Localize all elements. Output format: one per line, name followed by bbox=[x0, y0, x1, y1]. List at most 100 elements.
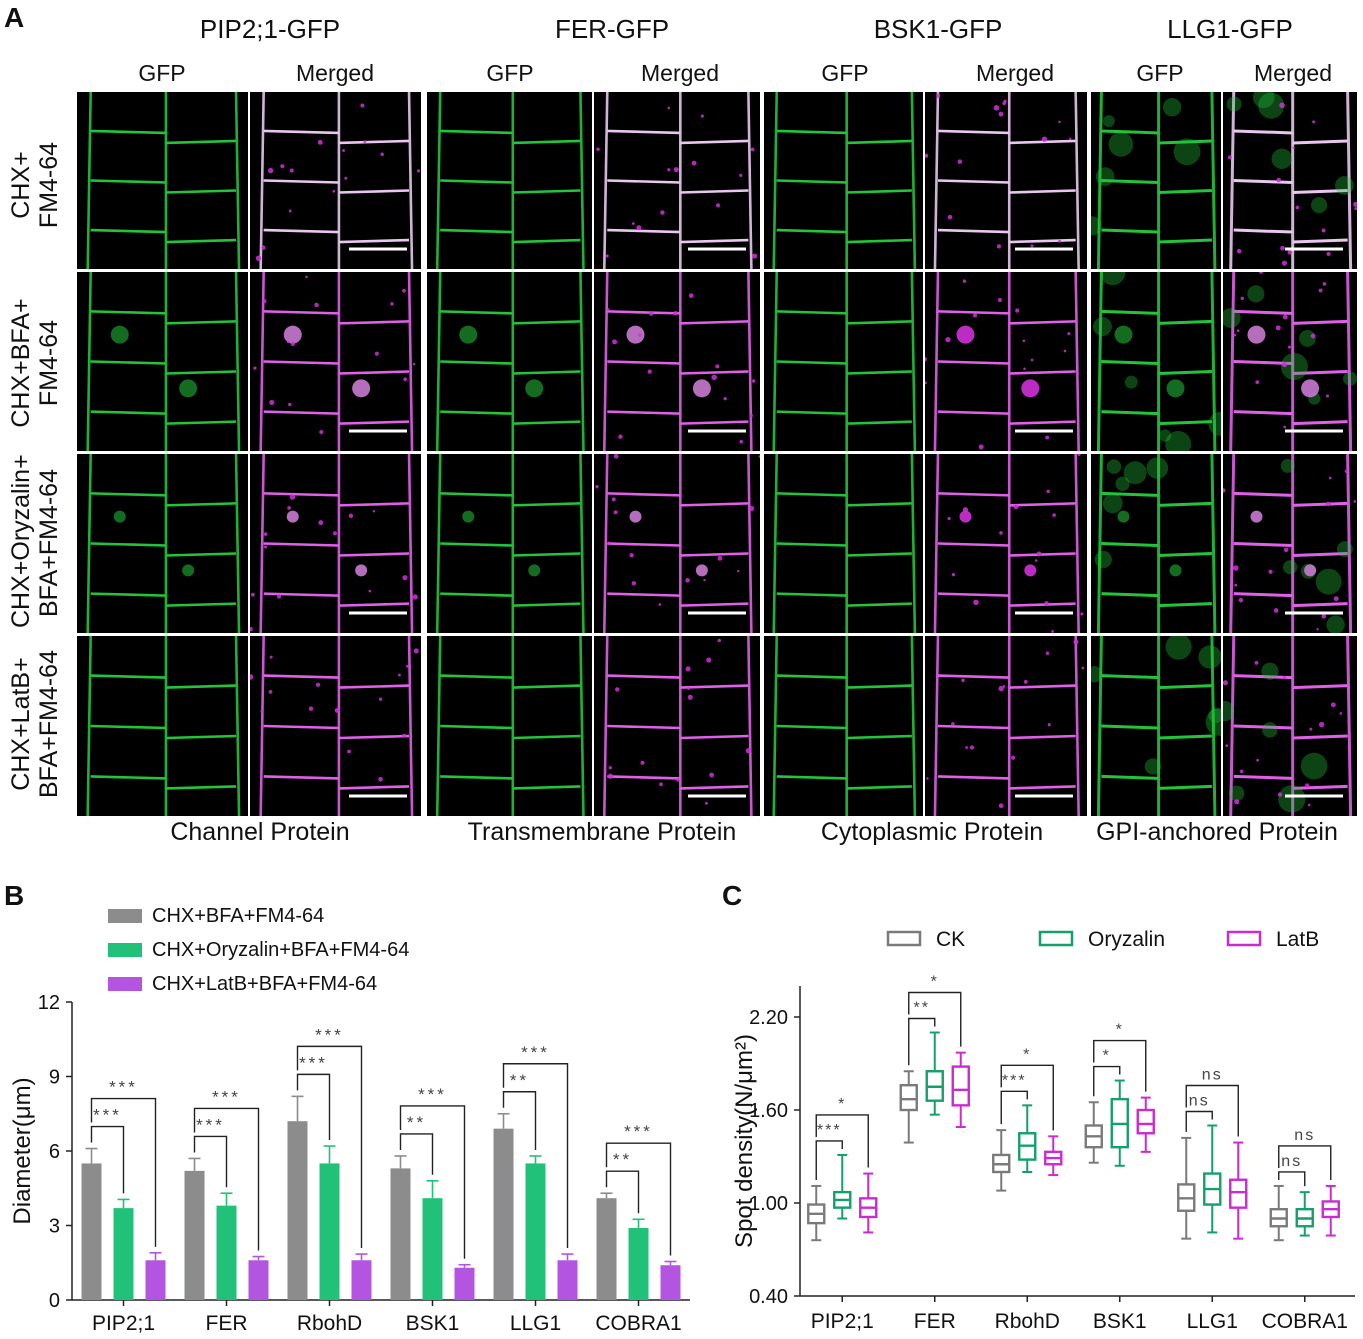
fm464-punctum bbox=[640, 760, 645, 765]
cell-wall bbox=[579, 92, 585, 269]
cell-wall bbox=[1233, 309, 1293, 315]
fm464-punctum bbox=[1287, 345, 1292, 349]
cell-wall bbox=[407, 454, 414, 633]
cell-wall bbox=[1158, 370, 1212, 375]
fm464-punctum bbox=[1276, 177, 1282, 183]
cell-wall bbox=[165, 238, 237, 244]
fm464-punctum bbox=[269, 655, 273, 659]
significance-bracket bbox=[1000, 1090, 1028, 1125]
cell-wall bbox=[1009, 734, 1076, 740]
fm464-punctum bbox=[255, 255, 262, 261]
significance-label: *** bbox=[817, 1122, 842, 1139]
fm464-punctum bbox=[1068, 137, 1072, 141]
channel-label-merged: Merged bbox=[641, 60, 719, 86]
fm464-punctum bbox=[1002, 101, 1006, 106]
cell-image bbox=[86, 272, 241, 451]
fm464-punctum bbox=[334, 707, 340, 713]
fm464-punctum bbox=[1312, 120, 1316, 124]
cell-wall bbox=[435, 454, 442, 633]
fm464-punctum bbox=[1067, 332, 1071, 336]
fm464-punctum bbox=[1013, 504, 1019, 510]
fm464-punctum bbox=[286, 340, 290, 344]
gfp-image-tile bbox=[427, 636, 592, 816]
fm464-punctum bbox=[250, 674, 254, 680]
cell-wall bbox=[263, 775, 339, 780]
cell-wall bbox=[846, 602, 912, 607]
cell-wall bbox=[338, 785, 410, 790]
diffuse-signal bbox=[1226, 96, 1242, 112]
diffuse-signal bbox=[1228, 785, 1245, 802]
bfa-compartment bbox=[626, 325, 645, 344]
significance-label: *** bbox=[624, 1122, 653, 1141]
x-tick-label: LLG1 bbox=[1187, 1310, 1238, 1333]
fm464-punctum bbox=[263, 545, 268, 549]
significance-label: ** bbox=[407, 1113, 426, 1132]
fm464-punctum bbox=[1234, 583, 1238, 587]
cell-wall bbox=[607, 542, 681, 547]
y-tick-label: 9 bbox=[49, 1067, 60, 1089]
fm464-punctum bbox=[1041, 136, 1048, 142]
fm464-punctum bbox=[961, 678, 965, 683]
fm464-punctum bbox=[319, 429, 324, 435]
fm464-punctum bbox=[363, 140, 367, 144]
cell-wall bbox=[602, 272, 609, 451]
x-tick-label: RbohD bbox=[995, 1310, 1060, 1333]
legend-swatch bbox=[108, 977, 142, 991]
box bbox=[951, 1065, 970, 1107]
fm464-punctum bbox=[1081, 666, 1085, 670]
cell-wall bbox=[579, 636, 585, 816]
fm464-punctum bbox=[675, 777, 680, 782]
legend-label: Oryzalin bbox=[1088, 928, 1165, 951]
bfa-compartment bbox=[1114, 325, 1133, 344]
cell-wall bbox=[234, 454, 241, 633]
cell-wall bbox=[1292, 501, 1348, 507]
fm464-punctum bbox=[947, 516, 951, 521]
cell-wall bbox=[1158, 684, 1212, 690]
cell-wall bbox=[1158, 189, 1212, 194]
cell-wall bbox=[90, 674, 166, 679]
merged-image-tile bbox=[925, 454, 1087, 633]
bfa-compartment bbox=[179, 379, 198, 398]
cell-wall bbox=[776, 410, 847, 415]
legend-label: CK bbox=[936, 928, 965, 951]
cell-wall bbox=[1009, 420, 1076, 425]
cell-wall bbox=[846, 238, 912, 244]
cell-wall bbox=[1158, 734, 1212, 740]
fm464-punctum bbox=[1318, 288, 1323, 293]
y-axis-label: Spot density(N/μm²) bbox=[731, 1034, 758, 1248]
fm464-punctum bbox=[260, 710, 264, 713]
diffuse-signal bbox=[1300, 752, 1328, 780]
cell-wall bbox=[1009, 684, 1076, 689]
diffuse-signal bbox=[1146, 457, 1169, 479]
fm464-punctum bbox=[1045, 651, 1050, 655]
fm464-punctum bbox=[998, 111, 1004, 117]
diffuse-signal bbox=[1165, 430, 1192, 451]
cell-wall bbox=[1101, 360, 1159, 365]
legend-label: CHX+LatB+BFA+FM4-64 bbox=[152, 973, 377, 995]
fm464-punctum bbox=[998, 803, 1004, 809]
fm464-punctum bbox=[612, 339, 618, 345]
fm464-punctum bbox=[1281, 260, 1288, 266]
cell-wall bbox=[607, 179, 681, 184]
cell-wall bbox=[937, 592, 1010, 597]
cell-wall bbox=[512, 370, 581, 375]
bfa-compartment bbox=[1304, 564, 1317, 577]
panel-c-letter: C bbox=[722, 880, 743, 911]
fm464-punctum bbox=[289, 494, 296, 500]
cell-wall bbox=[1210, 272, 1217, 451]
significance-bracket bbox=[90, 1097, 157, 1247]
diffuse-signal bbox=[1093, 317, 1112, 337]
cell-wall bbox=[512, 320, 581, 325]
cell-wall bbox=[772, 454, 779, 633]
fm464-punctum bbox=[998, 685, 1004, 692]
cell-wall bbox=[1101, 724, 1159, 730]
merged-image-tile bbox=[594, 454, 760, 633]
diffuse-signal bbox=[1106, 459, 1122, 474]
cell-wall bbox=[933, 454, 940, 633]
fm464-punctum bbox=[412, 594, 418, 600]
cell-wall bbox=[910, 272, 917, 451]
fm464-punctum bbox=[1321, 613, 1327, 619]
fm464-punctum bbox=[308, 706, 314, 711]
diffuse-signal bbox=[1247, 285, 1265, 303]
fm464-punctum bbox=[380, 152, 384, 157]
